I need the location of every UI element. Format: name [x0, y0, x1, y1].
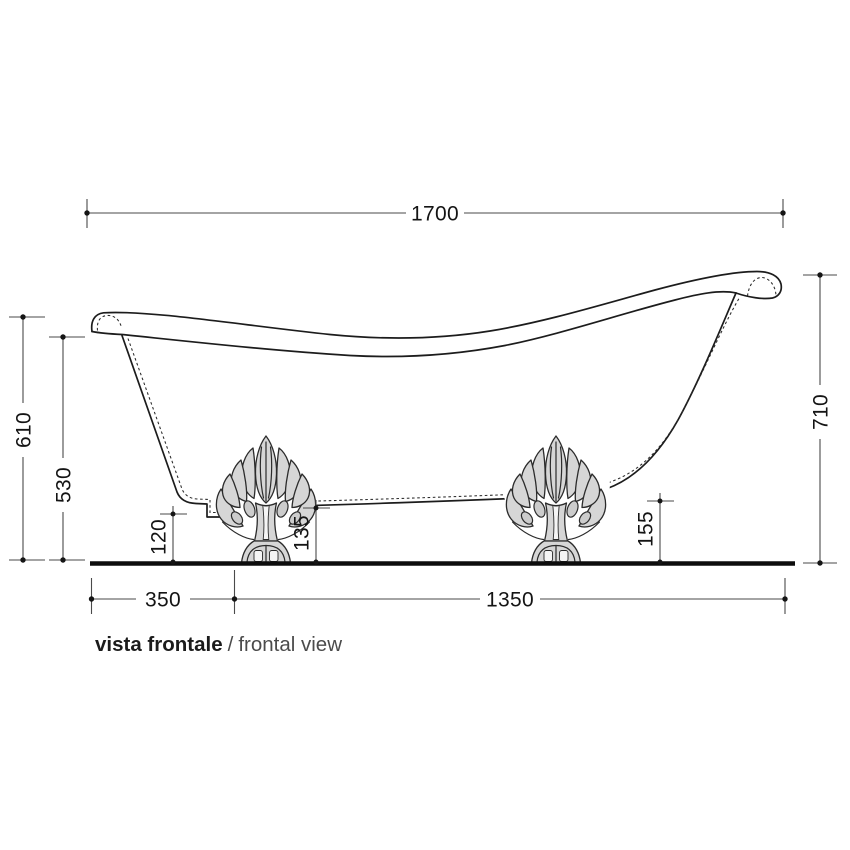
- dimension-right-rim-height: 710: [803, 272, 837, 566]
- dimension-bottom-chain: 350 1350: [88, 570, 788, 614]
- dim-label-610: 610: [12, 412, 35, 448]
- dimension-overall-length: 1700: [84, 199, 786, 228]
- dimension-bottom-clearance-right: 155: [634, 493, 674, 565]
- dimension-bottom-clearance-mid: 135: [290, 500, 330, 565]
- bathtub-body: [90, 270, 783, 518]
- dim-label-350: 350: [145, 588, 181, 611]
- dimension-left-rim-height: 610: [9, 314, 45, 563]
- dim-label-135: 135: [290, 515, 313, 551]
- caption-separator: /: [227, 633, 234, 656]
- rim-bottom-edge: [91, 290, 737, 358]
- rim-top-edge: [90, 270, 783, 339]
- dim-label-530: 530: [52, 467, 75, 503]
- dim-label-710: 710: [809, 394, 832, 430]
- dim-label-120: 120: [147, 519, 170, 555]
- dimension-rim-low-height: 530: [49, 334, 85, 563]
- left-curl-hidden-edge: [96, 314, 123, 331]
- right-curl-hidden-edge: [746, 276, 777, 297]
- claw-foot-right: [501, 433, 611, 564]
- dim-label-1350: 1350: [486, 588, 534, 611]
- dimension-drain-clearance: 120: [147, 506, 187, 565]
- view-caption: vista frontale / frontal view: [95, 633, 342, 657]
- caption-english: frontal view: [238, 633, 342, 656]
- dim-label-1700: 1700: [411, 202, 459, 225]
- dim-label-155: 155: [634, 511, 657, 547]
- tub-inner-hidden-edge: [127, 298, 740, 514]
- caption-italian: vista frontale: [95, 633, 223, 656]
